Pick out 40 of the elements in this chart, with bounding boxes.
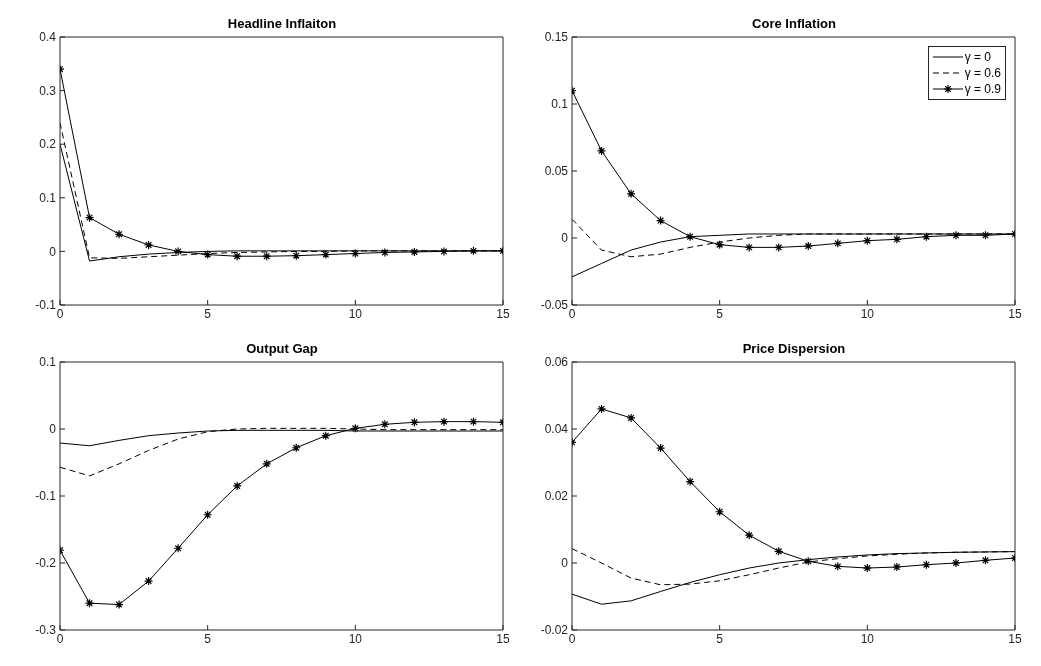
x-tick-label: 5 (716, 306, 724, 321)
x-tick-label: 10 (348, 631, 363, 646)
x-tick-label: 10 (860, 306, 875, 321)
y-tick-label: -0.02 (540, 623, 569, 638)
y-tick-label: -0.1 (35, 298, 57, 313)
y-tick-label: 0.3 (39, 83, 57, 98)
x-tick-label: 5 (716, 631, 724, 646)
y-tick-label: 0.2 (39, 137, 57, 152)
legend-label: γ = 0.6 (964, 65, 1001, 81)
x-tick-label: 15 (1008, 306, 1022, 321)
y-tick-label: -0.2 (35, 556, 57, 571)
x-tick-label: 10 (348, 306, 363, 321)
chart-title: Core Inflation (751, 16, 837, 31)
y-tick-label: 0.1 (39, 355, 57, 370)
y-tick-label: 0.06 (544, 355, 569, 370)
y-tick-label: 0.4 (39, 30, 57, 45)
x-tick-label: 5 (204, 631, 212, 646)
y-tick-label: 0.15 (544, 30, 569, 45)
y-tick-label: 0 (49, 244, 57, 259)
x-tick-label: 15 (496, 631, 510, 646)
legend-label: γ = 0 (964, 49, 991, 65)
y-tick-label: 0 (561, 556, 569, 571)
y-tick-label: 0 (49, 422, 57, 437)
chart-title: Output Gap (245, 341, 319, 356)
x-tick-label: 5 (204, 306, 212, 321)
y-tick-label: 0.1 (551, 97, 569, 112)
y-tick-label: -0.1 (35, 489, 57, 504)
y-tick-label: 0.1 (39, 191, 57, 206)
y-tick-label: -0.05 (540, 298, 569, 313)
x-tick-label: 15 (496, 306, 510, 321)
y-tick-label: -0.3 (35, 623, 57, 638)
y-tick-label: 0.05 (544, 164, 569, 179)
y-tick-label: 0 (561, 231, 569, 246)
y-tick-label: 0.02 (544, 489, 569, 504)
chart-title: Headline Inflaiton (226, 16, 338, 31)
x-tick-label: 10 (860, 631, 875, 646)
chart-title: Price Dispersion (741, 341, 847, 356)
x-tick-label: 15 (1008, 631, 1022, 646)
legend-label: γ = 0.9 (964, 81, 1001, 97)
y-tick-label: 0.04 (544, 422, 569, 437)
